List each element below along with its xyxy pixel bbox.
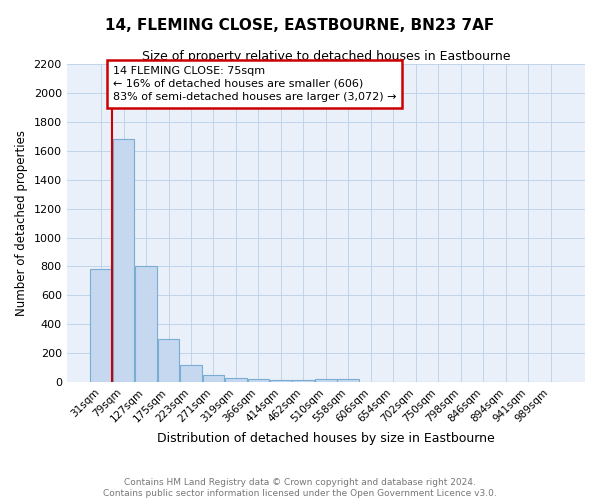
- Bar: [90, 270, 112, 382]
- Text: 14 FLEMING CLOSE: 75sqm
← 16% of detached houses are smaller (606)
83% of semi-d: 14 FLEMING CLOSE: 75sqm ← 16% of detache…: [113, 66, 397, 102]
- Bar: [315, 379, 337, 382]
- Bar: [225, 378, 247, 382]
- Bar: [158, 338, 179, 382]
- Title: Size of property relative to detached houses in Eastbourne: Size of property relative to detached ho…: [142, 50, 510, 63]
- Text: 14, FLEMING CLOSE, EASTBOURNE, BN23 7AF: 14, FLEMING CLOSE, EASTBOURNE, BN23 7AF: [106, 18, 494, 32]
- X-axis label: Distribution of detached houses by size in Eastbourne: Distribution of detached houses by size …: [157, 432, 495, 445]
- Bar: [270, 380, 292, 382]
- Bar: [248, 379, 269, 382]
- Bar: [337, 379, 359, 382]
- Y-axis label: Number of detached properties: Number of detached properties: [15, 130, 28, 316]
- Bar: [135, 266, 157, 382]
- Bar: [203, 374, 224, 382]
- Bar: [292, 380, 314, 382]
- Bar: [180, 364, 202, 382]
- Bar: [113, 140, 134, 382]
- Text: Contains HM Land Registry data © Crown copyright and database right 2024.
Contai: Contains HM Land Registry data © Crown c…: [103, 478, 497, 498]
